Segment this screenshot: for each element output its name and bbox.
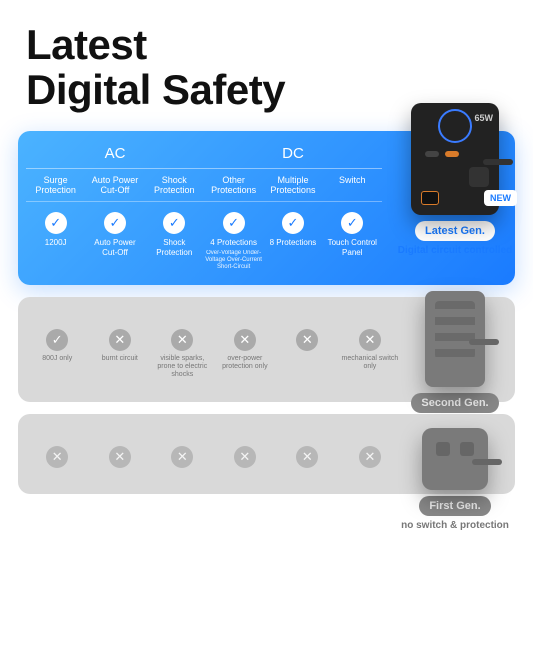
cell-label: visible sparks, prone to electric shocks: [151, 355, 214, 380]
col-head-surge: Surge Protection: [26, 175, 85, 203]
cell-first-5: ✕: [339, 436, 402, 472]
cell-latest-5: ✓ Touch Control Panel: [323, 202, 382, 270]
cell-second-3: ✕ over-power protection only: [214, 319, 277, 380]
gen-pill-latest: Latest Gen.: [415, 221, 495, 241]
col-head-switch: Switch: [323, 175, 382, 203]
cell-latest-4: ✓ 8 Protections: [263, 202, 322, 270]
check-icon: ✓: [341, 212, 363, 234]
cell-second-0: ✓ 800J only: [26, 319, 89, 380]
cell-second-4: ✕: [276, 319, 339, 380]
cell-first-0: ✕: [26, 436, 89, 472]
wattage-label: 65W: [474, 113, 493, 123]
cell-label: Touch Control Panel: [323, 238, 382, 257]
cell-first-2: ✕: [151, 436, 214, 472]
check-icon: ✓: [46, 329, 68, 351]
cell-latest-3: ✓ 4 Protections Over-Voltage Under-Volta…: [204, 202, 263, 270]
x-icon: ✕: [359, 446, 381, 468]
cell-label: burnt circuit: [89, 355, 152, 363]
cell-label: 1200J: [26, 238, 85, 248]
x-icon: ✕: [171, 329, 193, 351]
cell-latest-0: ✓ 1200J: [26, 202, 85, 270]
device-illustration-first: [422, 428, 488, 490]
col-head-other: Other Protections: [204, 175, 263, 203]
cell-label: over-power protection only: [214, 355, 277, 372]
check-icon: ✓: [223, 212, 245, 234]
cell-second-5: ✕ mechanical switch only: [339, 319, 402, 380]
x-icon: ✕: [46, 446, 68, 468]
cell-label: mechanical switch only: [339, 355, 402, 372]
device-illustration-second: [425, 291, 485, 387]
new-badge: NEW: [484, 190, 517, 206]
x-icon: ✕: [296, 446, 318, 468]
cell-sublabel: Over-Voltage Under-Voltage Over-Current …: [204, 250, 263, 271]
cell-first-3: ✕: [214, 436, 277, 472]
panel-second-gen: ✓ 800J only ✕ burnt circuit ✕ visible sp…: [18, 297, 515, 402]
cell-label: Shock Protection: [145, 238, 204, 257]
section-head-dc: DC: [204, 145, 382, 169]
x-icon: ✕: [171, 446, 193, 468]
product-first: First Gen. no switch & protection: [391, 408, 519, 531]
col-head-shock: Shock Protection: [145, 175, 204, 203]
title-line-1: Latest: [26, 22, 533, 67]
panel-first-gen: ✕ ✕ ✕ ✕ ✕ ✕ First Gen. no switch & prote…: [18, 414, 515, 494]
section-head-ac: AC: [26, 145, 204, 169]
cell-second-1: ✕ burnt circuit: [89, 319, 152, 380]
feature-grid-first: ✕ ✕ ✕ ✕ ✕ ✕: [26, 436, 401, 472]
check-icon: ✓: [282, 212, 304, 234]
cell-first-4: ✕: [276, 436, 339, 472]
cell-label: 4 Protections: [204, 238, 263, 248]
col-head-multi: Multiple Protections: [263, 175, 322, 203]
product-latest: 65W NEW Latest Gen. Digital circuit cont…: [391, 103, 519, 256]
gen-subtitle-first: no switch & protection: [391, 520, 519, 531]
check-icon: ✓: [163, 212, 185, 234]
gen-pill-first: First Gen.: [419, 496, 490, 516]
x-icon: ✕: [109, 446, 131, 468]
panel-latest-gen: AC DC Surge Protection Auto Power Cut-Of…: [18, 131, 515, 285]
x-icon: ✕: [109, 329, 131, 351]
feature-grid-second: ✓ 800J only ✕ burnt circuit ✕ visible sp…: [26, 319, 401, 380]
cell-label: Auto Power Cut-Off: [85, 238, 144, 257]
cell-second-2: ✕ visible sparks, prone to electric shoc…: [151, 319, 214, 380]
cell-latest-1: ✓ Auto Power Cut-Off: [85, 202, 144, 270]
cell-first-1: ✕: [89, 436, 152, 472]
gen-subtitle-latest: Digital circuit controlled: [391, 245, 519, 256]
x-icon: ✕: [234, 446, 256, 468]
cell-latest-2: ✓ Shock Protection: [145, 202, 204, 270]
feature-grid-latest: AC DC Surge Protection Auto Power Cut-Of…: [26, 145, 382, 271]
x-icon: ✕: [359, 329, 381, 351]
cell-label: 800J only: [26, 355, 89, 363]
check-icon: ✓: [104, 212, 126, 234]
check-icon: ✓: [45, 212, 67, 234]
cell-label: 8 Protections: [263, 238, 322, 248]
col-head-autocut: Auto Power Cut-Off: [85, 175, 144, 203]
x-icon: ✕: [296, 329, 318, 351]
x-icon: ✕: [234, 329, 256, 351]
